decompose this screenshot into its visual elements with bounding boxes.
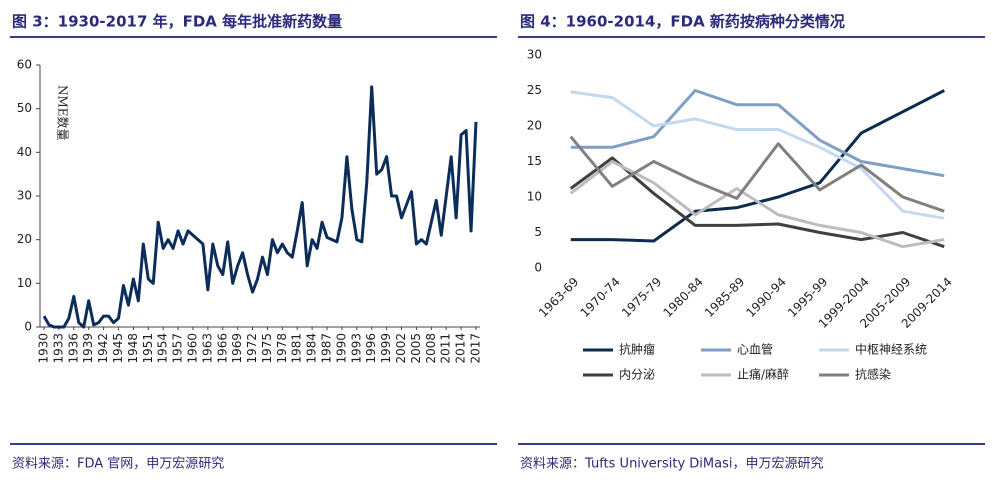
series-line [570,89,945,178]
legend-label: 中枢神经系统 [855,342,927,357]
y-tick-label: 25 [527,83,542,97]
x-tick-label: 1933 [51,333,65,364]
y-tick-label: 60 [17,58,32,72]
x-tick-label: 1954 [156,333,170,364]
y-axis-label: NME数量 [56,85,71,141]
x-tick-label: 1966 [215,333,229,364]
x-tick-label: 1945 [111,333,125,364]
series-line [569,135,945,213]
x-tick-label: 1993 [349,333,363,364]
y-tick-label: 20 [17,232,32,246]
legend-label: 心血管 [737,342,773,357]
x-tick-label: 1999 [379,333,393,364]
x-tick-label: 1984 [305,333,319,364]
x-tick-label: 2017 [469,333,483,364]
x-tick-label: 1975 [260,333,274,364]
x-tick-label: 1960 [185,333,199,364]
x-tick-label: 1936 [66,333,80,364]
source: 资料来源：FDA 官网，申万宏源研究 [12,456,224,472]
y-tick-label: 30 [17,189,32,203]
legend-label: 抗肿瘤 [619,342,655,357]
x-tick-label: 1969 [230,333,244,364]
x-tick-label: 1990 [334,333,348,364]
legend-label: 止痛/麻醉 [737,367,789,382]
y-tick-label: 5 [534,225,542,239]
x-tick-label: 1996 [364,333,378,364]
x-tick-label: 2008 [424,333,438,364]
x-tick-label: 1981 [290,333,304,364]
y-tick-label: 20 [527,119,542,133]
series-line [570,90,945,220]
legend-label: 内分泌 [619,368,655,382]
x-tick-label: 2011 [439,333,453,364]
x-tick-label: 1930 [37,333,51,364]
y-tick-label: 0 [534,261,542,275]
x-tick-label: 1948 [126,333,140,364]
x-tick-label: 1942 [96,333,110,364]
x-tick-label: 2005 [409,333,423,364]
x-tick-label: 1963 [200,333,214,364]
x-tick-label: 1957 [171,333,185,364]
series-line [569,160,945,249]
y-tick-label: 40 [17,145,32,159]
x-tick-label: 1972 [245,333,259,364]
y-tick-label: 0 [24,320,32,334]
y-tick-label: 10 [17,276,32,290]
x-tick-label: 1951 [141,333,155,364]
x-tick-label: 1987 [320,333,334,364]
legend-label: 抗感染 [855,367,891,382]
x-tick-label: 2002 [394,333,408,364]
y-tick-label: 15 [527,154,542,168]
y-tick-label: 50 [17,101,32,115]
y-tick-label: 10 [527,190,542,204]
y-tick-label: 30 [527,48,542,62]
x-tick-label: 1939 [81,333,95,364]
series-line [42,85,478,329]
x-tick-label: 2014 [454,333,468,364]
source: 资料来源：Tufts University DiMasi，申万宏源研究 [520,457,823,472]
series-line [569,156,945,249]
chart-title: 图 3：1930-2017 年，FDA 每年批准新药数量 [12,13,342,31]
chart-title: 图 4：1960-2014，FDA 新药按病种分类情况 [520,13,845,31]
x-tick-label: 1978 [275,333,289,364]
